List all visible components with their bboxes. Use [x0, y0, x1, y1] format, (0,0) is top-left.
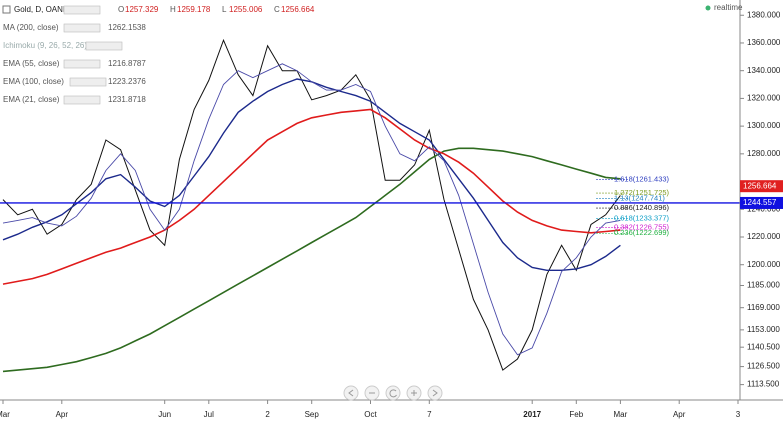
realtime-indicator: realtime [705, 3, 743, 12]
x-tick-label: Feb [569, 410, 583, 419]
indicator-name: EMA (21, close) [3, 95, 60, 104]
indicator-value: 1231.8718 [108, 95, 146, 104]
y-tick-label: 1200.000 [747, 260, 781, 269]
indicator-buttons[interactable] [63, 23, 101, 33]
indicator-name: EMA (55, close) [3, 59, 60, 68]
icon [432, 389, 438, 397]
x-tick-label: Jul [204, 410, 214, 419]
y-tick-label: 1185.000 [747, 281, 780, 290]
y-tick-label: 1153.000 [747, 325, 780, 334]
indicator-name: Ichimoku (9, 26, 52, 26) [3, 41, 87, 50]
x-tick-label: Apr [673, 410, 686, 419]
ohlc-label: H [170, 5, 176, 14]
indicator-name: EMA (100, close) [3, 77, 64, 86]
last-price-label: 1256.664 [743, 181, 777, 190]
x-tick-label: Apr [56, 410, 69, 419]
indicator-name: MA (200, close) [3, 23, 59, 32]
icon [348, 389, 354, 397]
x-tick-label: 7 [427, 410, 432, 419]
symbol-title: Gold, D, OANDA [14, 5, 75, 14]
indicator-value: 1216.8787 [108, 59, 146, 68]
series-line [2, 63, 621, 356]
fib-label: 0.886(1240.896) [614, 203, 670, 212]
collapse-icon[interactable] [2, 5, 11, 14]
y-tick-label: 1169.000 [747, 303, 780, 312]
y-tick-label: 1113.500 [747, 380, 780, 389]
x-tick-label: Oct [364, 410, 377, 419]
series-line [2, 38, 621, 371]
y-tick-label: 1140.500 [747, 342, 780, 351]
ohlc-value: 1256.664 [281, 5, 315, 14]
status-dot [705, 5, 711, 11]
plot-area: 1.618(1261.433) 1.272(1251.725)1.13(1247.… [0, 38, 740, 373]
icon [389, 389, 397, 398]
indicator-buttons[interactable] [63, 95, 101, 105]
axes: 1380.000 1360.000 1340.000 1320.000 1300.000… [0, 10, 783, 419]
indicator-buttons[interactable] [63, 59, 101, 69]
series-line [2, 108, 621, 285]
fib-label: 0.618(1233.377) [614, 213, 670, 222]
ohlc-values: O 1257.329 H 1259.178 L 1255.006 C 1256.664 [118, 5, 315, 14]
ohlc-label: L [222, 5, 227, 14]
fib-label: 1.13(1247.741) [614, 194, 665, 203]
legend-header: Gold, D, OANDA O 1257.329 H 1259.178 L 1255.0… [2, 5, 315, 105]
x-tick-label: Sep [305, 410, 320, 419]
x-tick-label: 3 [736, 410, 741, 419]
horizontal-line-label: 1244.557 [743, 198, 777, 207]
ohlc-label: O [118, 5, 124, 14]
y-tick-label: 1126.500 [747, 362, 780, 371]
ohlc-value: 1257.329 [125, 5, 159, 14]
y-tick-label: 1220.000 [747, 232, 781, 241]
series-line [2, 147, 621, 373]
x-tick-label: Mar [614, 410, 628, 419]
status-label: realtime [714, 3, 743, 12]
last-price-box [740, 180, 783, 193]
y-tick-label: 1380.000 [747, 10, 781, 19]
indicator-value: 1223.2376 [108, 77, 146, 86]
indicator-buttons[interactable] [63, 5, 101, 15]
reset-button[interactable] [385, 385, 401, 401]
fib-label: 1.618(1261.433) [614, 175, 670, 184]
ohlc-value: 1255.006 [229, 5, 263, 14]
y-tick-label: 1360.000 [747, 38, 781, 47]
icon [411, 390, 417, 396]
x-tick-label: Mar [0, 410, 10, 419]
fib-label: 0.382(1226.755) [614, 223, 670, 232]
y-tick-label: 1280.000 [747, 149, 781, 158]
y-tick-label: 1320.000 [747, 94, 781, 103]
x-tick-label: 2 [265, 410, 270, 419]
indicator-value: 1262.1538 [108, 23, 146, 32]
x-tick-label: Jun [158, 410, 171, 419]
scroll-right-button[interactable] [427, 385, 443, 401]
ohlc-label: C [274, 5, 280, 14]
fib-label: 0.236(1222.699) [614, 228, 670, 237]
y-tick-label: 1300.000 [747, 121, 781, 130]
navigation-buttons [343, 385, 443, 401]
indicator-buttons[interactable] [85, 41, 123, 51]
ohlc-value: 1259.178 [177, 5, 211, 14]
indicator-buttons[interactable] [69, 77, 107, 87]
y-tick-label: 1340.000 [747, 66, 781, 75]
x-tick-label: 2017 [523, 410, 541, 419]
horizontal-line-label-box [740, 196, 783, 209]
fib-label: 1.272(1251.725) [614, 188, 670, 197]
scroll-left-button[interactable] [343, 385, 359, 401]
